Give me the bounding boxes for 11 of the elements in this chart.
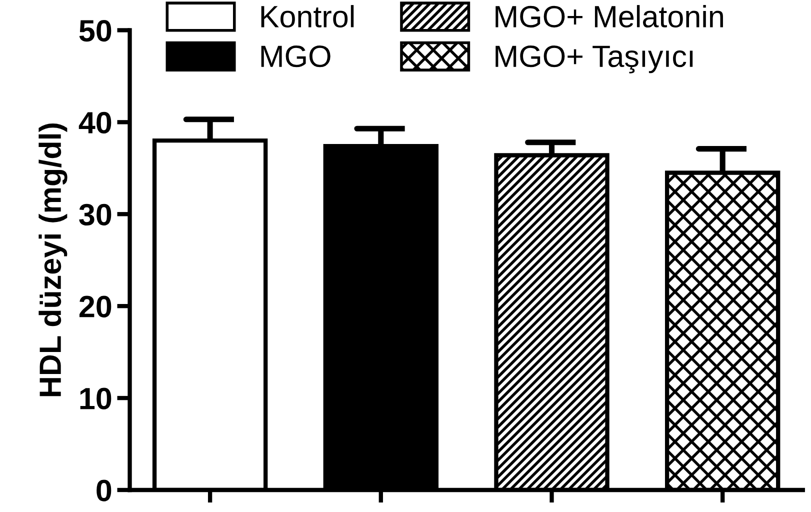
- legend-label: MGO+ Taşıyıcı: [496, 46, 693, 74]
- legend-label: MGO+ Melatonin: [496, 5, 723, 28]
- y-tick-label: 50: [79, 20, 112, 42]
- y-tick-label: 20: [79, 296, 112, 318]
- y-tick-label: 40: [78, 112, 112, 134]
- y-axis-title: HDL düzeyi (mg/dl): [38, 124, 68, 396]
- legend-label: MGO: [261, 46, 330, 68]
- y-tick-label: 10: [80, 388, 112, 410]
- y-tick-label: 30: [79, 204, 112, 226]
- legend-label: Kontrol: [261, 5, 354, 28]
- y-tick-label: 0: [96, 480, 112, 502]
